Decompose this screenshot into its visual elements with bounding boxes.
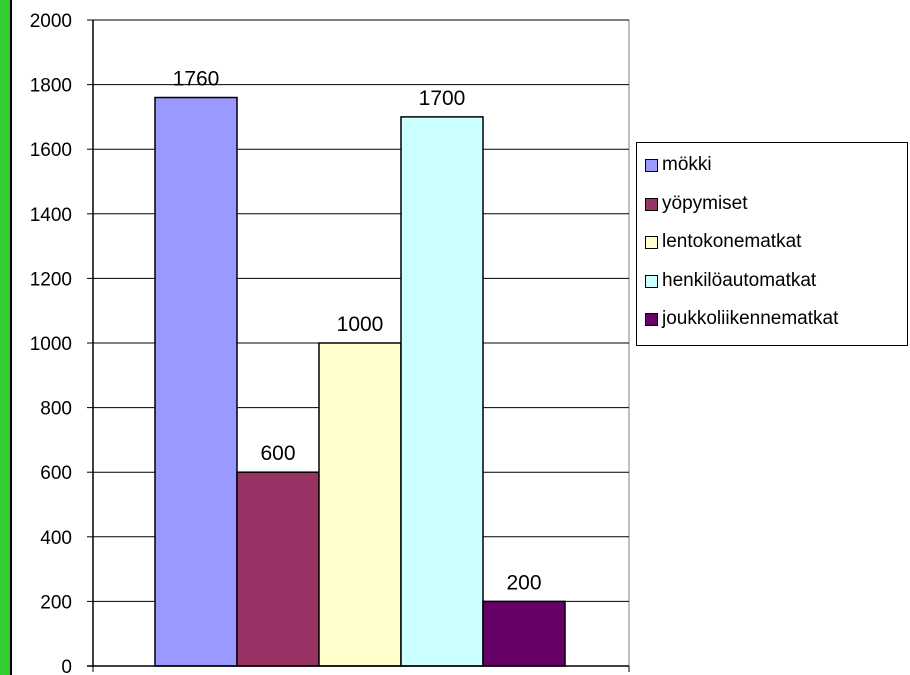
bar-4 xyxy=(400,116,484,667)
legend-item-3: lentokonematkat xyxy=(645,231,801,253)
left-accent-border xyxy=(10,0,12,675)
legend-swatch xyxy=(645,274,658,288)
left-accent-strip xyxy=(0,0,10,675)
legend-label: yöpymiset xyxy=(662,193,748,214)
bar-1 xyxy=(154,96,238,667)
y-tick-labels: 0 200 400 600 800 1000 1200 1400 1600 1800 2000 xyxy=(30,11,72,675)
y-tick-label: 1400 xyxy=(30,205,72,226)
legend-swatch xyxy=(645,312,658,326)
legend-label: joukkoliikennematkat xyxy=(662,308,839,329)
legend-swatch xyxy=(645,158,658,172)
legend-item-5: joukkoliikennematkat xyxy=(645,308,838,330)
data-label-2: 600 xyxy=(260,442,295,465)
y-tick-label: 1200 xyxy=(30,269,72,290)
legend-label: henkilöautomatkat xyxy=(662,270,817,291)
legend-swatch xyxy=(645,235,658,249)
data-label-5: 200 xyxy=(506,571,541,594)
y-tick-label: 0 xyxy=(61,657,72,675)
legend-item-2: yöpymiset xyxy=(645,193,748,215)
data-label-3: 1000 xyxy=(337,313,384,336)
bar-5 xyxy=(482,600,566,667)
y-tick-label: 2000 xyxy=(30,11,72,32)
legend: mökki yöpymiset lentokonematkat henkilöauto… xyxy=(636,142,908,346)
legend-label: mökki xyxy=(662,154,712,175)
bar-3 xyxy=(318,342,402,667)
y-tick-label: 1000 xyxy=(30,334,72,355)
y-tick-label: 1600 xyxy=(30,140,72,161)
axes xyxy=(87,19,630,672)
y-tick-label: 400 xyxy=(40,528,72,549)
y-tick-label: 800 xyxy=(40,399,72,420)
data-label-4: 1700 xyxy=(419,87,466,110)
legend-item-1: mökki xyxy=(645,154,712,176)
y-tick-label: 600 xyxy=(40,463,72,484)
y-tick-label: 200 xyxy=(40,592,72,613)
data-labels: 1760 600 1000 1700 200 xyxy=(173,68,542,595)
data-label-1: 1760 xyxy=(173,68,220,91)
legend-label: lentokonematkat xyxy=(662,231,802,252)
bars xyxy=(154,96,566,667)
legend-swatch xyxy=(645,197,658,211)
legend-item-4: henkilöautomatkat xyxy=(645,270,816,292)
bar-2 xyxy=(236,471,320,667)
y-tick-label: 1800 xyxy=(30,76,72,97)
